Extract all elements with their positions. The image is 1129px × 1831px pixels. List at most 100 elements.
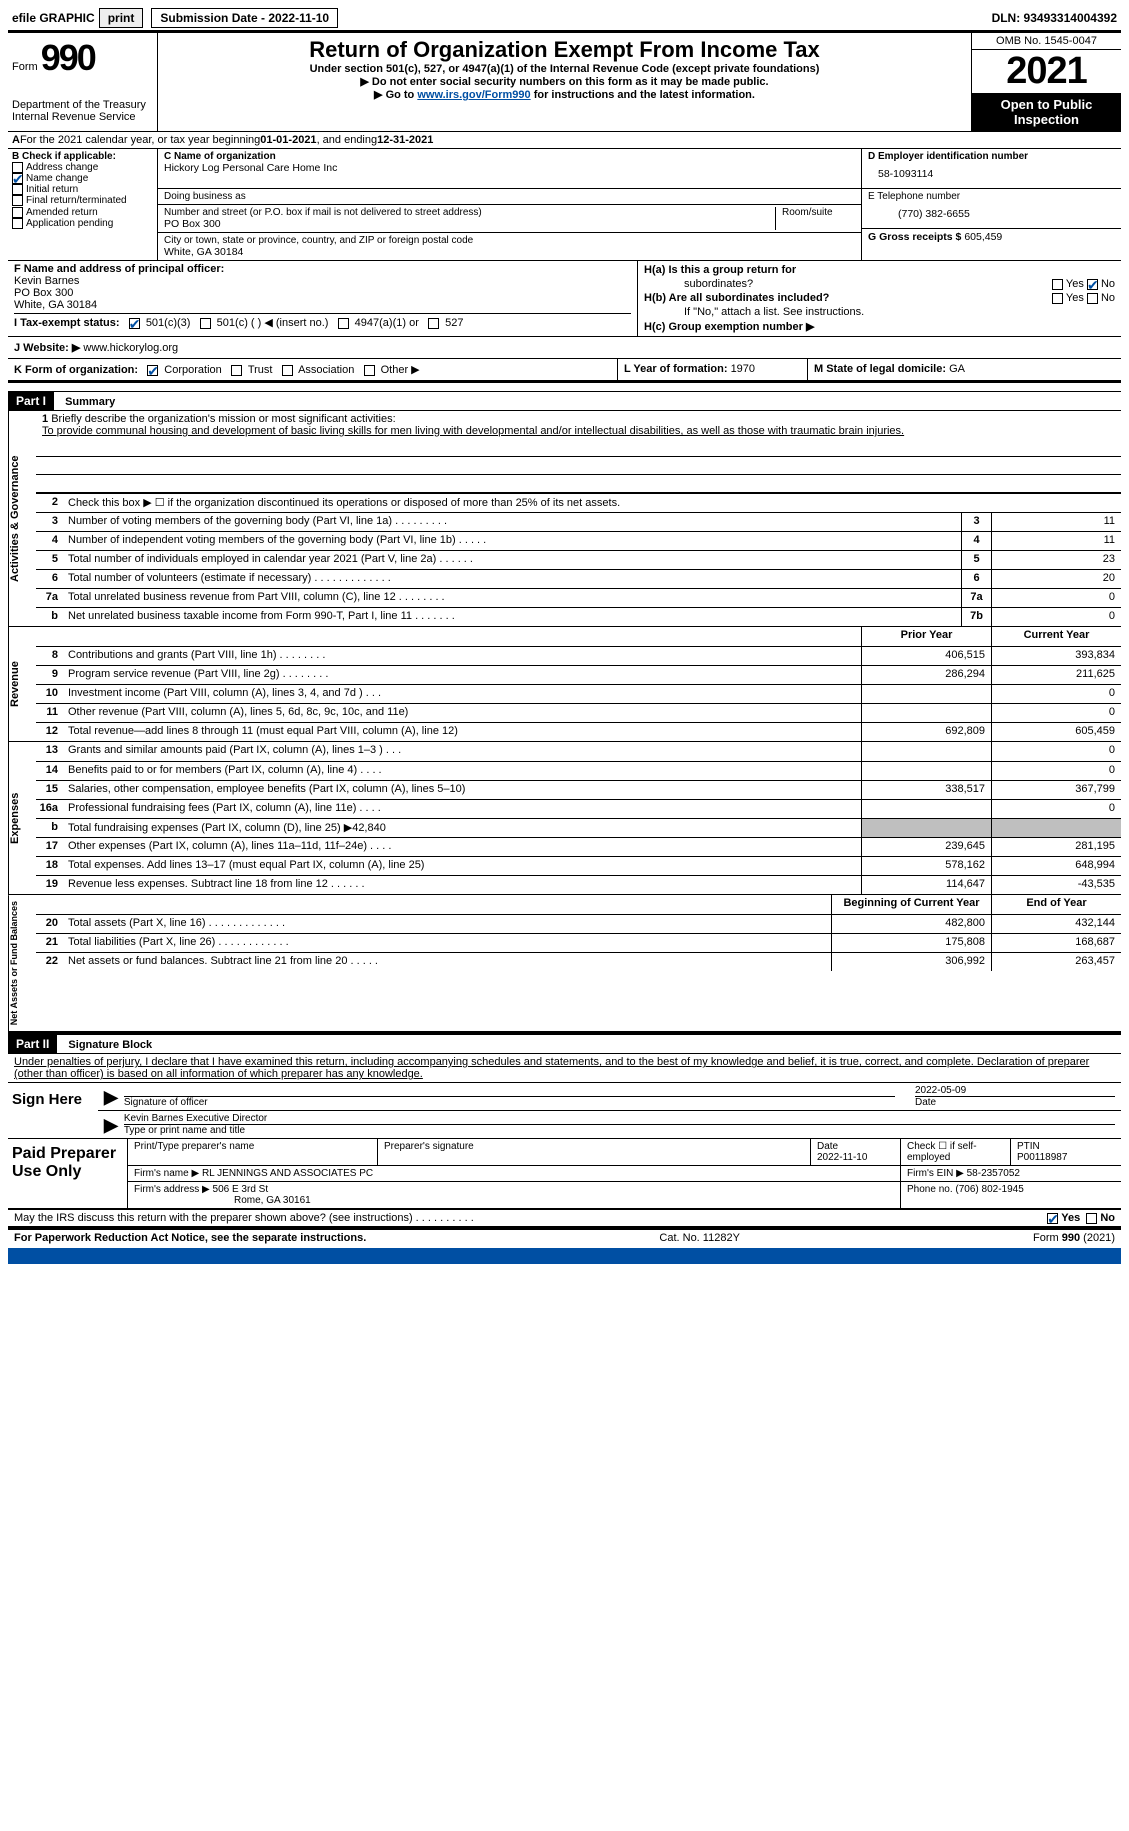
b-checkbox[interactable] [12,207,23,218]
summary-revenue: Revenue Prior Year Current Year 8Contrib… [8,627,1121,742]
current-val: 432,144 [991,915,1121,933]
b-checkbox[interactable] [12,184,23,195]
current-val: 168,687 [991,934,1121,952]
row-num: 14 [36,762,64,780]
gross-label: G Gross receipts $ [868,231,961,243]
bottom-blue-bar [8,1248,1121,1264]
b-checkbox-row: Amended return [12,207,153,218]
irs-link[interactable]: www.irs.gov/Form990 [417,89,530,101]
row-desc: Investment income (Part VIII, column (A)… [64,685,861,703]
i-checkbox[interactable] [129,318,140,329]
row-desc: Net assets or fund balances. Subtract li… [64,953,831,971]
hdr-current: Current Year [991,627,1121,646]
m-label: M State of legal domicile: [814,363,949,375]
b-checkbox[interactable] [12,195,23,206]
current-val: 0 [991,704,1121,722]
prior-val [861,762,991,780]
ha-yes-checkbox[interactable] [1052,279,1063,290]
part-2-header: Part II Signature Block [8,1034,1121,1054]
i-checkbox[interactable] [200,318,211,329]
b-label: B Check if applicable: [12,151,153,162]
nhdr-prior: Beginning of Current Year [831,895,991,914]
submission-date-button[interactable]: Submission Date - 2022-11-10 [151,8,338,28]
sub3-pre: ▶ Go to [374,89,417,101]
row-desc: Other expenses (Part IX, column (A), lin… [64,838,861,856]
k-checkbox[interactable] [364,365,375,376]
sign-here-label: Sign Here [8,1083,98,1138]
hdr-prior: Prior Year [861,627,991,646]
a-end: 12-31-2021 [377,134,433,146]
footer-right: Form 990 (2021) [1033,1232,1115,1244]
discuss-no-checkbox[interactable] [1086,1213,1097,1224]
row-desc: Number of independent voting members of … [64,532,961,550]
nhdr-current: End of Year [991,895,1121,914]
prep-name-hdr: Print/Type preparer's name [128,1139,378,1165]
summary-row: 8Contributions and grants (Part VIII, li… [36,646,1121,665]
row-num: 17 [36,838,64,856]
hb-yes-checkbox[interactable] [1052,293,1063,304]
i-checkbox[interactable] [428,318,439,329]
b-checkbox-row: Name change [12,173,153,184]
firm-addr2: Rome, GA 30161 [134,1195,894,1206]
row-num: 15 [36,781,64,799]
b-checkbox[interactable] [12,218,23,229]
i-opt-label: 501(c)(3) [146,317,191,329]
b-cb-label: Amended return [26,207,98,218]
k-checkbox[interactable] [282,365,293,376]
row-num: 21 [36,934,64,952]
k-checkbox[interactable] [147,365,158,376]
row-val: 11 [991,513,1121,531]
officer-name: Kevin Barnes [14,275,631,287]
print-button[interactable]: print [99,8,144,28]
b-checkbox-row: Final return/terminated [12,195,153,206]
row-desc: Total assets (Part X, line 16) . . . . .… [64,915,831,933]
summary-net: Net Assets or Fund Balances Beginning of… [8,895,1121,1034]
row-val: 20 [991,570,1121,588]
prior-val: 239,645 [861,838,991,856]
row-val: 23 [991,551,1121,569]
discuss-no: No [1100,1212,1115,1224]
nhdr-blank2 [64,895,831,914]
i-checkbox[interactable] [338,318,349,329]
row-num: 18 [36,857,64,875]
row-desc: Total liabilities (Part X, line 26) . . … [64,934,831,952]
hdr-blank2 [64,627,861,646]
hb-note: If "No," attach a list. See instructions… [644,306,864,318]
section-f: F Name and address of principal officer:… [8,261,638,336]
row-num: 3 [36,513,64,531]
footer-left: For Paperwork Reduction Act Notice, see … [14,1232,366,1244]
section-c: C Name of organization Hickory Log Perso… [158,149,861,260]
discuss-yes-checkbox[interactable] [1047,1213,1058,1224]
prep-date: 2022-11-10 [817,1152,894,1163]
a-begin: 01-01-2021 [260,134,316,146]
officer-addr2: White, GA 30184 [14,299,631,311]
b-checkbox[interactable] [12,173,23,184]
b-cb-label: Application pending [26,218,113,229]
i-opt-label: 527 [445,317,463,329]
current-val: 393,834 [991,647,1121,665]
q1-num: 1 [42,413,48,425]
city-value: White, GA 30184 [164,246,855,258]
sig-date: 2022-05-09 [915,1085,1115,1097]
gov-row: bNet unrelated business taxable income f… [36,607,1121,626]
efile-label: efile GRAPHIC [8,11,99,25]
hb-no-checkbox[interactable] [1087,293,1098,304]
header-right: OMB No. 1545-0047 2021 Open to Public In… [971,33,1121,131]
row-desc: Total number of volunteers (estimate if … [64,570,961,588]
m-value: GA [949,363,965,375]
row-num: 20 [36,915,64,933]
ein-label: D Employer identification number [868,151,1115,162]
k-checkbox[interactable] [231,365,242,376]
row-a-tax-year: A For the 2021 calendar year, or tax yea… [8,132,1121,149]
a-mid: , and ending [317,134,378,146]
summary-row: 9Program service revenue (Part VIII, lin… [36,665,1121,684]
arrow-icon: ▶ [104,1115,118,1136]
gov-row: 6Total number of volunteers (estimate if… [36,569,1121,588]
prior-val [861,685,991,703]
row-num: 5 [36,551,64,569]
sub3-post: for instructions and the latest informat… [534,89,755,101]
i-label: I Tax-exempt status: [14,317,120,329]
ha-label2: subordinates? [644,278,753,290]
ha-no-checkbox[interactable] [1087,279,1098,290]
hdr-blank [36,627,64,646]
